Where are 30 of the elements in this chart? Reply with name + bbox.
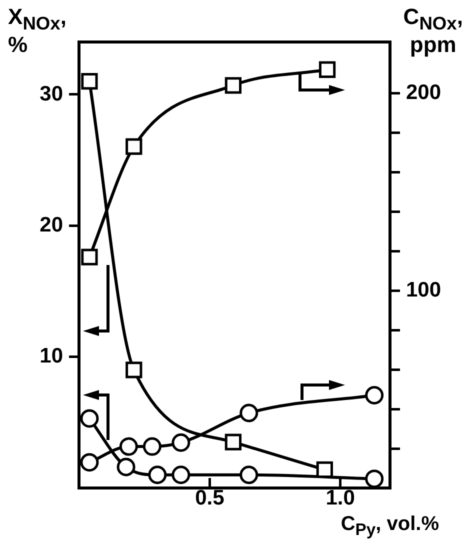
point <box>80 409 99 428</box>
point <box>81 73 98 90</box>
x-axis-title: C$_{Py}$, vol.% <box>340 513 439 539</box>
y2-axis-title: C$_{NOx}$, ppm <box>403 4 463 58</box>
point <box>240 466 258 484</box>
point <box>119 437 138 456</box>
point <box>365 386 384 404</box>
point <box>318 61 336 78</box>
point <box>126 362 142 378</box>
point <box>172 433 190 452</box>
y-tick-label: 20 <box>40 213 63 236</box>
point <box>148 466 167 484</box>
point <box>142 437 162 456</box>
text: X$_{NOx}$, % <box>8 4 66 58</box>
point <box>116 458 136 476</box>
point <box>81 248 98 266</box>
point <box>126 138 142 155</box>
point <box>316 461 333 478</box>
point <box>224 434 242 450</box>
point <box>240 404 258 422</box>
y2-tick-label: 200 <box>406 81 442 104</box>
y-tick-label: 30 <box>40 82 63 106</box>
y2-tick-label: 100 <box>406 278 442 302</box>
point <box>80 453 99 472</box>
y-tick-label: 10 <box>40 344 63 368</box>
x-tick-label: 1.0 <box>326 486 355 510</box>
point <box>365 470 384 488</box>
point <box>224 77 242 94</box>
point <box>172 466 190 484</box>
x-tick-label: 0.5 <box>195 486 225 510</box>
